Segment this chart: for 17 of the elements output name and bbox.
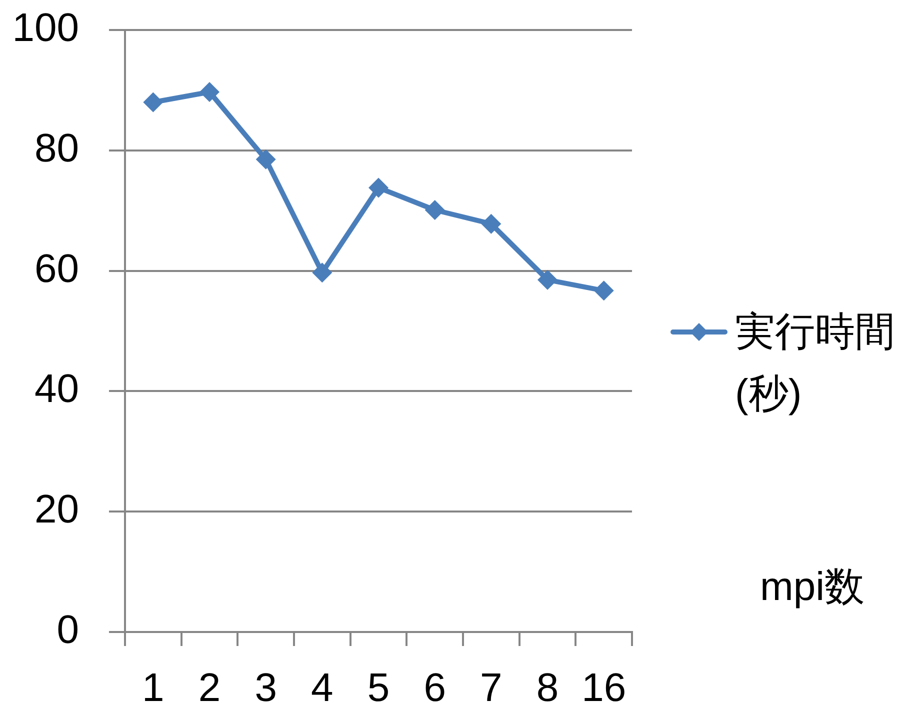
x-tick-label: 2 xyxy=(198,666,221,710)
x-tick-label: 16 xyxy=(582,666,626,710)
y-tick-label: 20 xyxy=(34,488,79,532)
x-tick-label: 8 xyxy=(536,666,559,710)
x-tick-label: 3 xyxy=(254,666,277,710)
x-tick-label: 7 xyxy=(480,666,502,710)
y-tick-label: 40 xyxy=(34,367,79,412)
x-tick-label: 6 xyxy=(424,666,446,710)
x-tick-label: 1 xyxy=(142,666,164,710)
y-tick-label: 100 xyxy=(12,6,79,50)
x-tick-label: 4 xyxy=(311,666,334,710)
x-tick-label: 5 xyxy=(367,666,390,710)
legend-label: 実行時間(秒) xyxy=(735,309,896,418)
y-tick-label: 0 xyxy=(56,608,79,652)
y-tick-label: 80 xyxy=(34,126,79,170)
y-tick-label: 60 xyxy=(34,246,79,291)
x-axis-title: mpi数 xyxy=(760,564,864,611)
